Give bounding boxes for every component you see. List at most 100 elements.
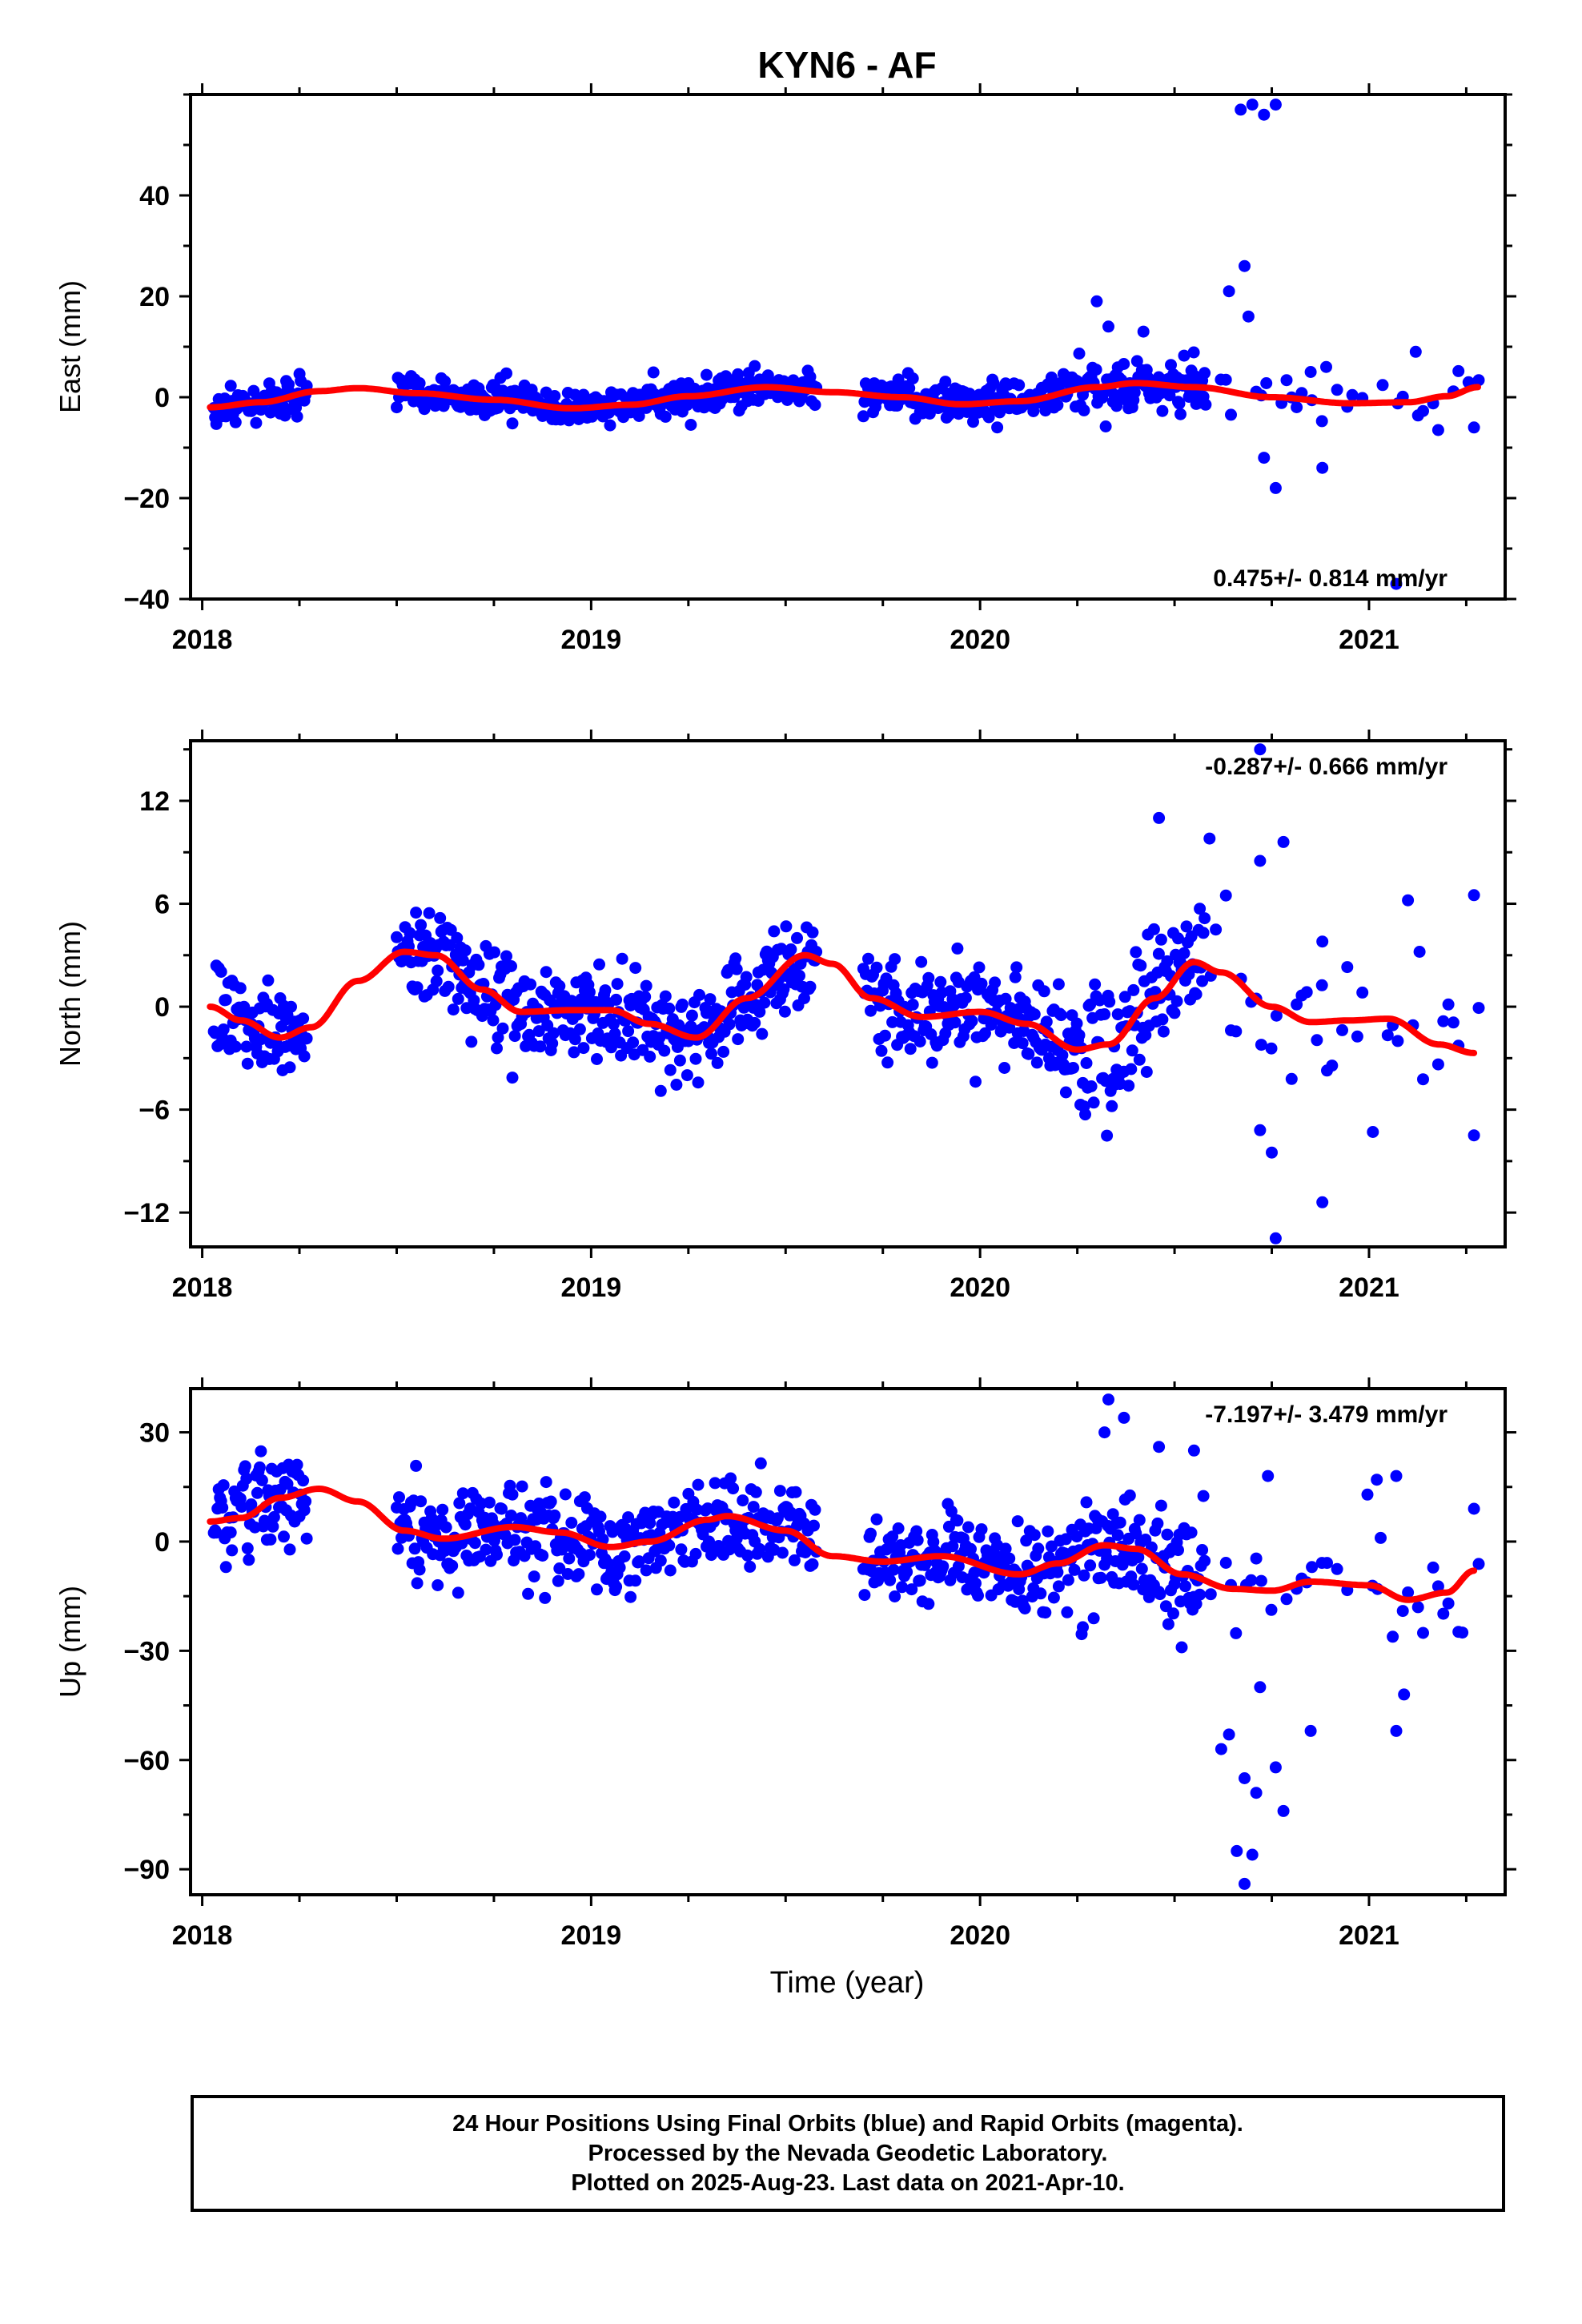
north-data-point <box>219 994 232 1007</box>
up-data-point <box>1068 1563 1081 1576</box>
north-data-point <box>1311 1034 1323 1047</box>
up-data-point <box>905 1583 918 1596</box>
east-data-point <box>809 399 821 412</box>
up-data-point <box>1304 1724 1317 1737</box>
up-data-point <box>544 1495 557 1508</box>
north-data-point <box>1038 985 1050 998</box>
north-data-point <box>215 966 227 978</box>
up-data-point <box>552 1574 564 1587</box>
north-data-point <box>664 1063 677 1076</box>
north-data-point <box>229 1040 242 1053</box>
up-data-point <box>1078 1569 1090 1582</box>
east-data-point <box>1242 310 1255 323</box>
north-data-point <box>1381 1029 1394 1042</box>
up-data-point <box>999 1542 1012 1555</box>
east-data-point <box>906 372 919 384</box>
east-data-point <box>1099 420 1112 432</box>
north-data-point <box>573 1023 586 1035</box>
up-data-point <box>1135 1562 1148 1575</box>
up-data-point <box>1321 1557 1333 1570</box>
up-data-point <box>1223 1728 1235 1741</box>
east-data-point <box>761 369 774 382</box>
east-data-points <box>207 99 1485 590</box>
up-data-points <box>207 1393 1485 1890</box>
north-data-point <box>1101 1129 1114 1142</box>
up-data-point <box>258 1514 271 1527</box>
up-data-point <box>1179 1580 1191 1593</box>
north-data-point <box>459 944 472 957</box>
up-data-point <box>668 1496 681 1509</box>
up-data-point <box>624 1590 637 1603</box>
north-data-point <box>1125 1063 1138 1076</box>
up-data-point <box>884 1574 897 1586</box>
up-data-point <box>1390 1470 1403 1482</box>
up-data-point <box>887 1563 900 1576</box>
up-data-point <box>283 1543 296 1556</box>
up-data-point <box>1187 1444 1200 1457</box>
up-data-point <box>622 1511 635 1524</box>
north-data-point <box>1056 1049 1069 1062</box>
up-data-point <box>1197 1490 1210 1502</box>
east-data-point <box>1260 377 1273 389</box>
east-data-point <box>506 417 519 430</box>
up-data-point <box>1159 1600 1172 1613</box>
up-data-point <box>1111 1529 1124 1542</box>
footer-note-box: 24 Hour Positions Using Final Orbits (bl… <box>191 2095 1505 2212</box>
up-data-point <box>1417 1626 1429 1639</box>
north-data-point <box>1326 1059 1339 1072</box>
north-data-point <box>1170 995 1183 1007</box>
north-data-point <box>627 1036 640 1049</box>
north-x-tick-label: 2020 <box>950 1273 1010 1303</box>
up-data-point <box>1020 1534 1033 1547</box>
up-data-point <box>1185 1526 1198 1539</box>
north-data-point <box>870 961 883 974</box>
north-data-point <box>1118 991 1131 1003</box>
up-data-point <box>773 1485 786 1498</box>
east-x-tick-label: 2018 <box>172 625 233 655</box>
north-data-point <box>283 1061 296 1074</box>
north-data-point <box>749 1016 761 1029</box>
east-y-tick-label: 0 <box>155 383 170 413</box>
north-data-point <box>673 1054 686 1067</box>
north-data-point <box>1130 946 1142 959</box>
north-data-point <box>262 974 275 987</box>
up-data-point <box>640 1564 652 1577</box>
east-y-axis-label: East (mm) <box>54 280 86 413</box>
up-data-point <box>913 1574 926 1587</box>
east-data-point <box>224 380 237 392</box>
north-data-point <box>1147 923 1160 935</box>
up-y-tick-label: −60 <box>123 1746 170 1776</box>
up-data-point <box>468 1537 481 1550</box>
east-velocity-label: 0.475+/- 0.814 mm/yr <box>1213 565 1447 592</box>
north-data-point <box>685 1009 698 1022</box>
east-data-point <box>1156 404 1169 417</box>
north-data-point <box>240 1040 253 1053</box>
north-data-point <box>1194 903 1207 915</box>
up-data-point <box>1190 1598 1203 1610</box>
east-data-point <box>1199 398 1212 411</box>
north-data-points <box>207 743 1485 1244</box>
north-data-point <box>285 1000 297 1013</box>
up-data-point <box>865 1527 877 1540</box>
north-data-point <box>875 1044 888 1057</box>
north-data-point <box>975 977 988 990</box>
north-data-point <box>1059 1086 1072 1099</box>
up-data-point <box>563 1552 576 1565</box>
north-data-point <box>410 907 423 919</box>
north-y-tick-labels: −12 −6 0 6 12 <box>123 786 170 1228</box>
up-data-point <box>749 1486 762 1498</box>
north-data-point <box>616 952 628 965</box>
up-data-point <box>522 1587 535 1600</box>
up-data-point <box>436 1503 449 1516</box>
north-data-point <box>532 1025 545 1038</box>
north-data-point <box>1080 1057 1093 1069</box>
north-data-point <box>1402 894 1415 907</box>
up-data-point <box>1387 1630 1399 1643</box>
north-data-point <box>591 1053 603 1065</box>
up-data-point <box>1239 1877 1251 1890</box>
north-data-point <box>676 998 689 1011</box>
north-data-point <box>730 963 743 975</box>
up-data-point <box>1059 1533 1072 1546</box>
east-data-point <box>1187 346 1200 359</box>
east-y-tick-label: 20 <box>139 282 170 312</box>
